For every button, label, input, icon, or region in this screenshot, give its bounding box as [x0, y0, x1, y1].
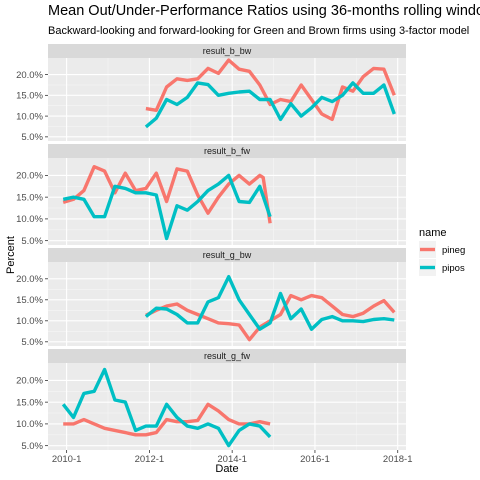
x-tick-label: 2010-1: [52, 454, 82, 465]
panel-background: [48, 158, 406, 245]
series-line-pineg: [62, 164, 272, 224]
x-tick-label: 2012-1: [135, 454, 165, 465]
y-tick-label: 20.0%: [16, 274, 43, 285]
y-tick-label: 5.0%: [21, 132, 43, 143]
facet-strip: [48, 349, 406, 363]
legend-label-pineg: pineg: [442, 245, 465, 256]
series-line-pineg: [145, 58, 396, 122]
x-tick-label: 2016-1: [300, 454, 330, 465]
y-tick-label: 10.0%: [16, 111, 43, 122]
series-line-pipos: [144, 81, 396, 129]
x-tick-label: 2018-1: [383, 454, 413, 465]
facet-strip: [48, 248, 406, 262]
chart-subtitle: Backward-looking and forward-looking for…: [48, 25, 470, 37]
legend-title: name: [419, 227, 447, 239]
chart-title: Mean Out/Under-Performance Ratios using …: [48, 3, 480, 19]
series-line-pipos: [62, 173, 272, 241]
panel-background: [48, 58, 406, 141]
y-axis-title: Percent: [5, 236, 17, 274]
y-tick-label: 5.0%: [21, 337, 43, 348]
y-tick-label: 10.0%: [16, 316, 43, 327]
y-tick-label: 5.0%: [21, 236, 43, 247]
y-tick-label: 10.0%: [16, 419, 43, 430]
series-line-pineg: [63, 402, 271, 437]
y-tick-label: 15.0%: [16, 295, 43, 306]
series-line-pipos: [144, 275, 395, 331]
y-tick-label: 20.0%: [16, 70, 43, 81]
y-tick-label: 15.0%: [16, 91, 43, 102]
series-line-pipos: [61, 367, 272, 448]
y-tick-label: 20.0%: [16, 376, 43, 387]
facet-strip: [48, 144, 406, 158]
y-tick-label: 5.0%: [21, 441, 43, 452]
facet-strip-label: result_b_fw: [204, 146, 251, 156]
y-tick-label: 15.0%: [16, 192, 43, 203]
y-tick-label: 10.0%: [16, 214, 43, 225]
facet-strip: [48, 44, 406, 58]
panel-background: [48, 262, 406, 346]
facet-strip-label: result_b_bw: [203, 46, 252, 56]
x-tick-label: 2014-1: [217, 454, 247, 465]
legend-label-pipos: pipos: [442, 263, 465, 274]
facet-strip-label: result_g_fw: [204, 351, 251, 361]
x-axis-title: Date: [215, 463, 238, 475]
y-tick-label: 15.0%: [16, 397, 43, 408]
facet-strip-label: result_g_bw: [203, 250, 252, 260]
y-tick-label: 20.0%: [16, 171, 43, 182]
